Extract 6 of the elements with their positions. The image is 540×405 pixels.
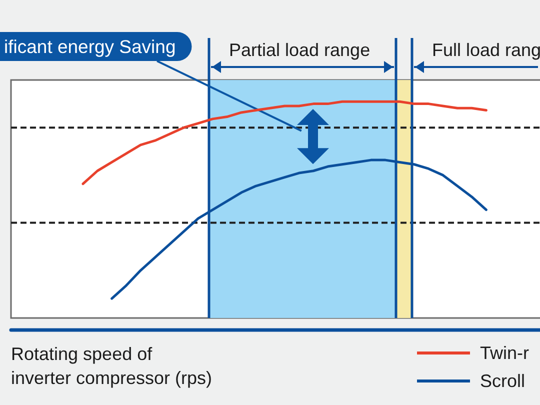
legend-label: Scroll [480,371,526,391]
text: ificant energy Saving [4,36,176,57]
text: Partial load range [228,40,370,60]
legend-label: Twin-r [480,343,530,363]
text: Full load rang [432,40,540,60]
x-axis-title: Rotating speed of inverter compressor (rps) [11,344,212,388]
